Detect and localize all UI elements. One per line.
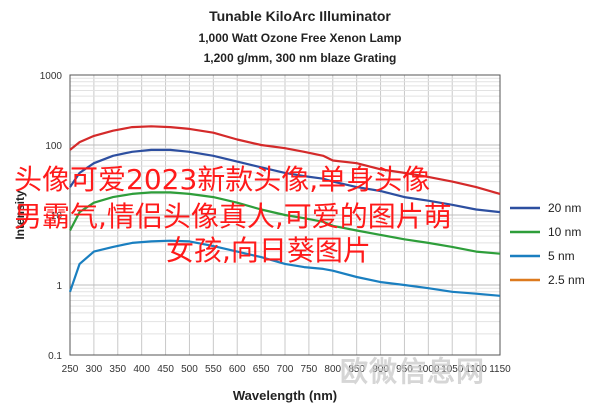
overlay-text-line3: 女孩,向日葵图片 <box>166 234 371 267</box>
x-tick-label: 600 <box>229 364 246 375</box>
x-tick-label: 400 <box>133 364 150 375</box>
x-tick-label: 750 <box>301 364 318 375</box>
y-axis-label: Intensity <box>13 190 27 240</box>
x-tick-label: 950 <box>396 364 413 375</box>
series-line-1 <box>69 148 501 214</box>
watermark: 欧微信息网 <box>340 355 486 388</box>
chart-subtitle-grating: 1,200 g/mm, 300 nm blaze Grating <box>203 51 397 65</box>
x-tick-label: 1000 <box>417 364 440 375</box>
x-tick-label: 1100 <box>465 364 487 375</box>
x-tick-label: 450 <box>157 364 174 375</box>
series-line-0 <box>69 125 501 195</box>
x-axis-label: Wavelength (nm) <box>233 388 337 403</box>
series-line-2 <box>69 191 501 255</box>
legend-label: 2.5 nm <box>548 273 585 287</box>
overlay-text-line1: 头像可爱2023新款头像,单身头像 <box>14 163 431 196</box>
x-tick-label: 900 <box>372 364 389 375</box>
x-tick-label: 850 <box>348 364 365 375</box>
x-tick-label: 550 <box>205 364 222 375</box>
chart-subtitle-lamp: 1,000 Watt Ozone Free Xenon Lamp <box>198 31 402 45</box>
y-tick-label: 10 <box>51 211 63 222</box>
y-tick-label: 0.1 <box>48 351 62 362</box>
legend-label: 5 nm <box>548 249 575 263</box>
x-tick-label: 800 <box>324 364 341 375</box>
overlay-text-line2: 男霸气,情侣头像真人,可爱的图片萌 <box>14 200 452 233</box>
x-tick-label: 1050 <box>441 364 464 375</box>
y-tick-label: 1 <box>56 281 62 292</box>
legend-label: 10 nm <box>548 225 581 239</box>
x-tick-label: 350 <box>109 364 126 375</box>
x-tick-label: 250 <box>62 364 79 375</box>
x-tick-label: 700 <box>277 364 294 375</box>
chart-title: Tunable KiloArc Illuminator <box>209 8 391 24</box>
y-tick-label: 100 <box>45 141 62 152</box>
x-tick-label: 300 <box>86 364 103 375</box>
legend-label: 20 nm <box>548 201 581 215</box>
plot-frame <box>69 74 501 356</box>
x-tick-label: 1150 <box>489 364 511 375</box>
x-tick-label: 500 <box>181 364 198 375</box>
series-line-3 <box>68 239 501 297</box>
x-tick-label: 650 <box>253 364 270 375</box>
y-tick-label: 1000 <box>40 71 63 82</box>
